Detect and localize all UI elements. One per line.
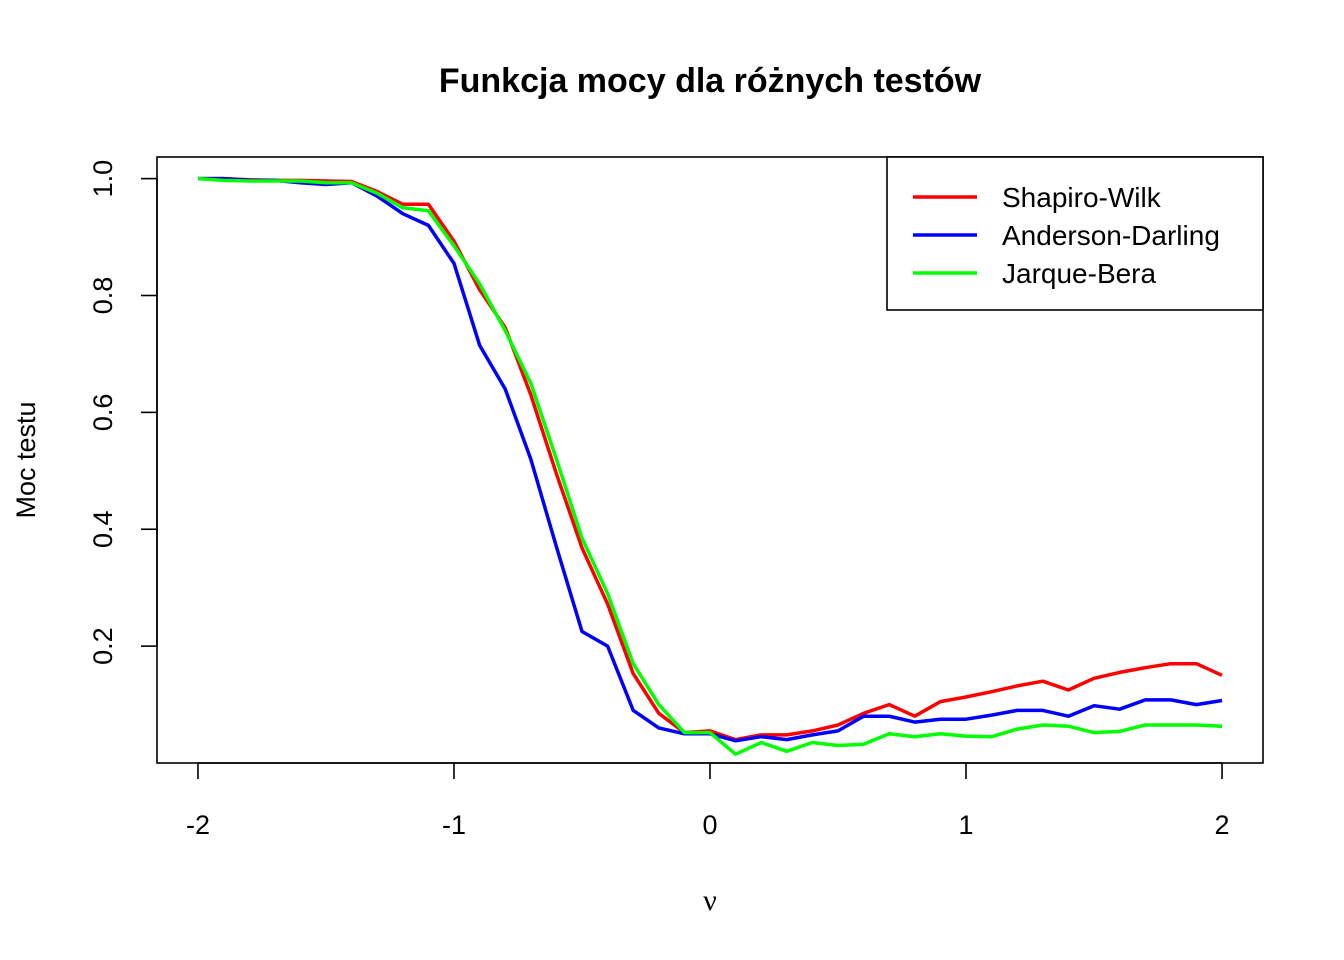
y-tick-label: 0.4 xyxy=(88,510,118,548)
legend-label-jarque-bera: Jarque-Bera xyxy=(1002,258,1157,289)
series-line-jarque-bera xyxy=(197,176,1223,756)
legend-label-anderson-darling: Anderson-Darling xyxy=(1002,220,1220,251)
y-axis-label: Moc testu xyxy=(11,401,41,518)
chart-title: Funkcja mocy dla różnych testów xyxy=(439,62,982,100)
x-tick-label: 1 xyxy=(959,810,974,840)
x-tick-label: 2 xyxy=(1215,810,1230,840)
y-axis: 0.2 0.4 0.6 0.8 1.0 xyxy=(88,160,158,665)
y-tick-label: 0.2 xyxy=(88,627,118,665)
x-tick-label: 0 xyxy=(702,810,717,840)
x-axis: -2 -1 0 1 2 xyxy=(186,762,1230,840)
x-axis-label: ν xyxy=(703,884,717,917)
x-tick-label: -1 xyxy=(442,810,466,840)
y-tick-label: 0.6 xyxy=(88,394,118,432)
y-tick-label: 1.0 xyxy=(88,160,118,198)
x-tick-label: -2 xyxy=(186,810,210,840)
series-lines xyxy=(197,176,1223,756)
legend-label-shapiro-wilk: Shapiro-Wilk xyxy=(1002,182,1162,213)
y-tick-label: 0.8 xyxy=(88,277,118,315)
legend: Shapiro-Wilk Anderson-Darling Jarque-Ber… xyxy=(886,156,1264,311)
